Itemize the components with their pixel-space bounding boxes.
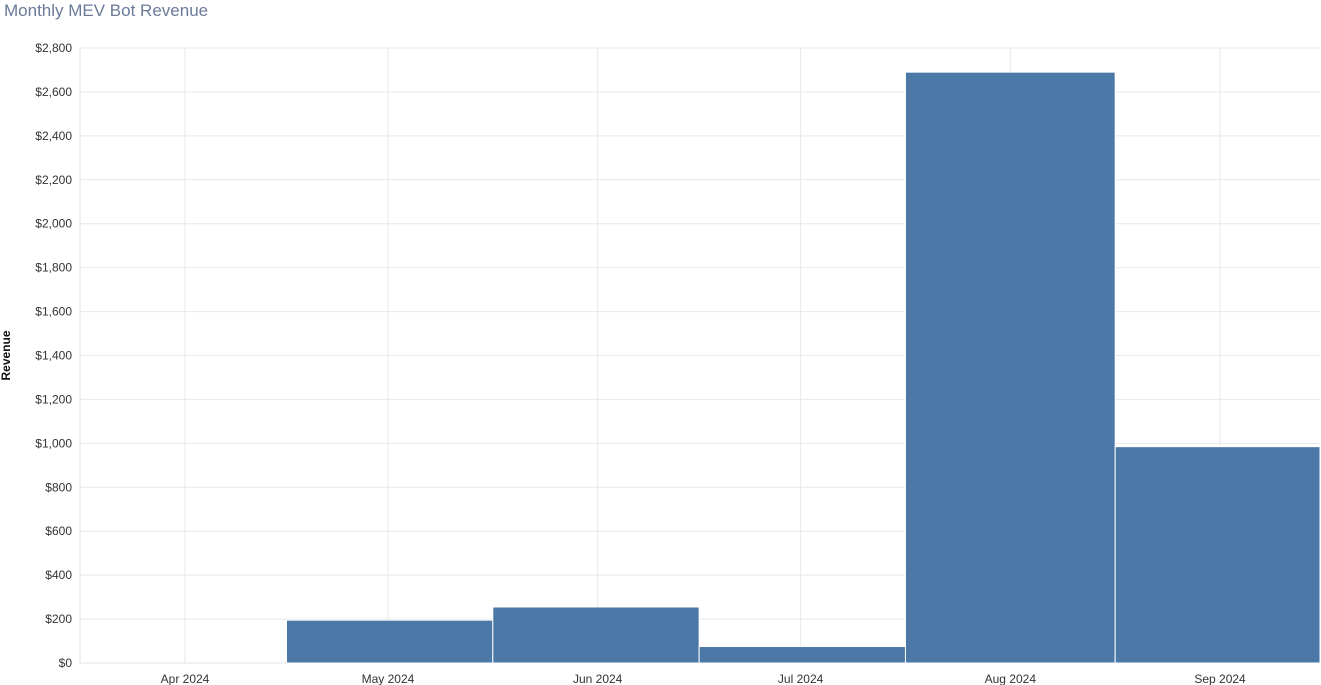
y-tick-label: $2,600: [35, 85, 72, 99]
y-tick-label: $0: [59, 656, 73, 670]
y-tick-label: $800: [45, 480, 72, 494]
x-tick-label: Apr 2024: [161, 672, 210, 685]
y-tick-label: $1,200: [35, 392, 72, 406]
y-tick-label: $1,800: [35, 261, 72, 275]
y-tick-label: $2,000: [35, 217, 72, 231]
x-tick-label: Sep 2024: [1194, 672, 1246, 685]
y-tick-label: $1,000: [35, 436, 72, 450]
x-tick-label: Aug 2024: [985, 672, 1037, 685]
bar: [904, 71, 1116, 664]
y-tick-label: $1,400: [35, 349, 72, 363]
y-tick-label: $600: [45, 524, 72, 538]
bar: [1114, 446, 1321, 664]
x-tick-label: May 2024: [362, 672, 415, 685]
y-tick-label: $2,200: [35, 173, 72, 187]
y-tick-label: $2,400: [35, 129, 72, 143]
y-tick-label: $400: [45, 568, 72, 582]
bar: [285, 619, 494, 664]
y-tick-label: $200: [45, 612, 72, 626]
bar: [492, 606, 700, 664]
chart-title: Monthly MEV Bot Revenue: [4, 1, 209, 20]
y-tick-label: $1,600: [35, 305, 72, 319]
y-axis-label: Revenue: [0, 330, 13, 380]
bar: [698, 646, 906, 664]
y-tick-label: $2,800: [35, 41, 72, 55]
x-tick-label: Jul 2024: [778, 672, 824, 685]
x-tick-label: Jun 2024: [573, 672, 623, 685]
